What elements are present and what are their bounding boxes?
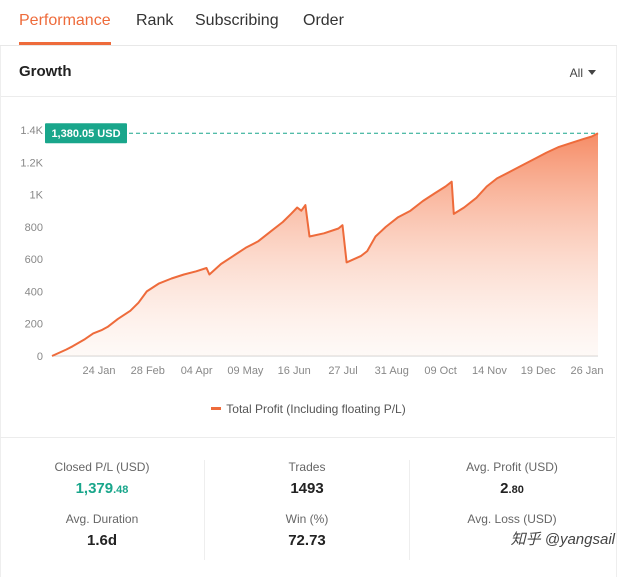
stat-label: Avg. Loss (USD) [467, 512, 557, 526]
x-tick-label: 24 Jan [82, 365, 115, 377]
x-tick-label: 27 Jul [328, 365, 357, 377]
stat-value: 1,379.48 [75, 480, 129, 497]
stat-closed-pl: Closed P/L (USD) 1,379.48 [0, 460, 204, 497]
growth-chart: 0 200 400 600 800 1K 1.2K 1.4K 24 Jan 28 Feb 04 A… [20, 123, 604, 377]
stat-label: Closed P/L (USD) [54, 460, 150, 474]
stat-value: 1493 [290, 480, 324, 497]
tab-performance[interactable]: Performance [19, 12, 111, 29]
y-tick-label: 200 [25, 319, 43, 331]
section-divider [0, 437, 615, 438]
y-tick-label: 1.4K [20, 125, 43, 137]
stat-value: 72.73 [288, 532, 326, 549]
y-tick-label: 0 [37, 351, 43, 363]
range-value: All [569, 66, 583, 80]
stat-avg-profit: Avg. Profit (USD) 2.80 [410, 460, 614, 497]
top-tabs: Performance Rank Subscribing Order [0, 0, 617, 46]
caret-down-icon [588, 70, 596, 75]
stat-trades: Trades 1493 [205, 460, 409, 497]
profit-line [51, 132, 599, 357]
y-tick-label: 1.2K [20, 157, 43, 169]
active-tab-indicator [19, 42, 111, 45]
card-header: Growth All [1, 46, 616, 97]
x-tick-label: 09 May [227, 365, 264, 377]
tab-order[interactable]: Order [303, 12, 344, 29]
column-divider [409, 460, 410, 560]
y-tick-label: 400 [25, 286, 43, 298]
watermark: 知乎 @yangsail [510, 531, 615, 548]
stat-avg-loss: Avg. Loss (USD) [410, 512, 614, 526]
legend-swatch [211, 407, 222, 410]
x-tick-label: 16 Jun [278, 365, 311, 377]
x-tick-label: 28 Feb [131, 365, 165, 377]
stat-label: Avg. Duration [65, 512, 139, 526]
tab-rank[interactable]: Rank [136, 12, 174, 29]
stat-avg-duration: Avg. Duration 1.6d [0, 512, 204, 549]
stat-value: 2.80 [500, 480, 524, 497]
y-tick-label: 1K [30, 190, 44, 202]
growth-card: Growth All [0, 46, 617, 577]
stat-label: Win (%) [285, 512, 329, 526]
current-value-label: 1,380.05 USD [51, 128, 120, 140]
current-value-badge: 1,380.05 USD [45, 123, 127, 144]
x-tick-label: 31 Aug [375, 365, 409, 377]
stat-win: Win (%) 72.73 [205, 512, 409, 549]
y-tick-label: 600 [25, 254, 43, 266]
x-tick-label: 04 Apr [181, 365, 213, 377]
profit-area [52, 133, 598, 356]
stat-label: Trades [288, 460, 326, 474]
stat-label: Avg. Profit (USD) [466, 460, 558, 474]
legend-label: Total Profit (Including floating P/L) [226, 402, 406, 416]
x-tick-label: 14 Nov [472, 365, 507, 377]
chart-legend[interactable]: Total Profit (Including floating P/L) [0, 402, 617, 416]
range-dropdown[interactable]: All [570, 66, 596, 80]
card-title: Growth [19, 63, 72, 80]
stats-grid: Closed P/L (USD) 1,379.48 Trades 1493 Av… [0, 438, 615, 577]
stat-value: 1.6d [86, 532, 117, 549]
tab-subscribing[interactable]: Subscribing [195, 12, 279, 29]
x-tick-label: 26 Jan [570, 365, 603, 377]
x-tick-label: 19 Dec [521, 365, 556, 377]
x-tick-label: 09 Oct [424, 365, 456, 377]
y-tick-label: 800 [25, 222, 43, 234]
column-divider [204, 460, 205, 560]
